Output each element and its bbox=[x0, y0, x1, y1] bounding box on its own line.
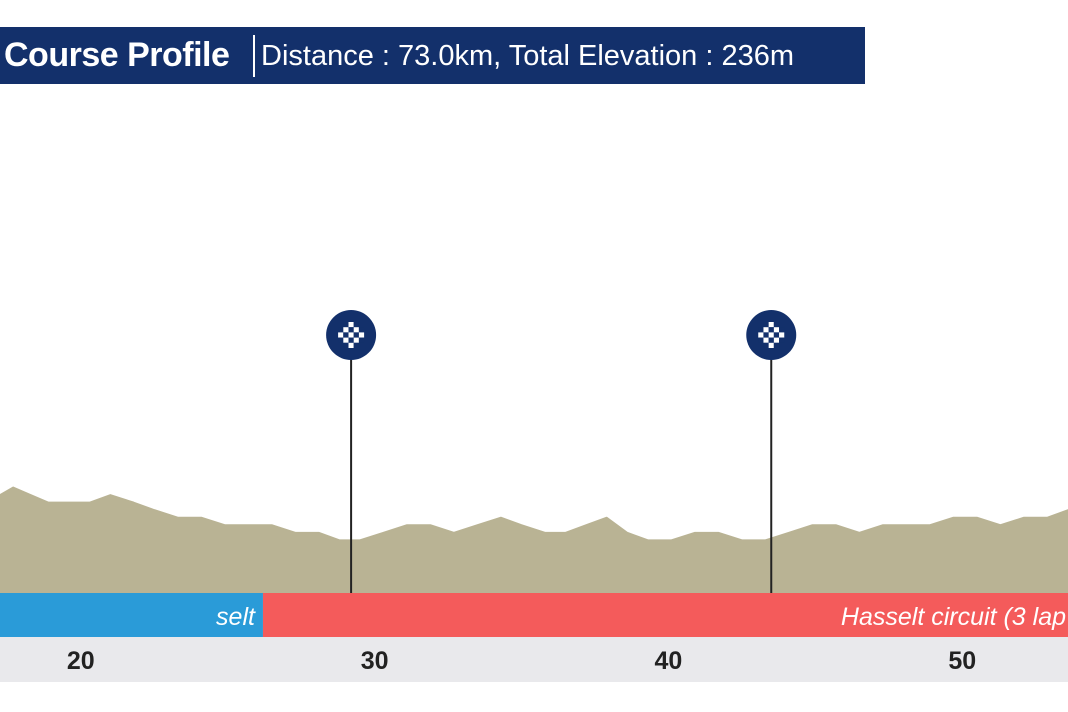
flag-cell bbox=[348, 327, 354, 333]
flag-cell bbox=[343, 327, 349, 333]
flag-cell bbox=[773, 342, 780, 348]
flag-cell bbox=[343, 337, 349, 343]
flag-cell bbox=[353, 342, 359, 348]
flag-cell bbox=[773, 332, 780, 338]
flag-cell bbox=[768, 332, 774, 338]
flag-cell bbox=[768, 342, 774, 348]
course-stats: Distance : 73.0km, Total Elevation : 236… bbox=[261, 40, 795, 72]
flag-cell bbox=[353, 337, 359, 343]
flag-cell bbox=[348, 332, 354, 338]
x-tick-label: 50 bbox=[948, 647, 976, 675]
flag-cell bbox=[343, 322, 349, 328]
flag-cell bbox=[358, 337, 365, 343]
page-title: Course Profile bbox=[4, 36, 230, 74]
flag-cell bbox=[358, 327, 365, 333]
flag-cell bbox=[763, 327, 769, 333]
flag-cell bbox=[779, 332, 785, 338]
title-divider bbox=[253, 35, 255, 77]
elevation-area bbox=[0, 486, 1068, 594]
x-tick-label: 40 bbox=[655, 647, 683, 675]
flag-cell bbox=[758, 332, 764, 338]
flag-cell bbox=[763, 322, 769, 328]
checkered-flag-icon bbox=[338, 322, 365, 348]
flag-cell bbox=[348, 342, 354, 348]
x-tick-label: 30 bbox=[361, 647, 389, 675]
header-bar bbox=[0, 27, 865, 84]
flag-cell bbox=[773, 322, 780, 328]
flag-cell bbox=[338, 337, 344, 343]
flag-cell bbox=[763, 332, 769, 338]
flag-cell bbox=[353, 327, 359, 333]
flag-cell bbox=[353, 332, 359, 338]
flag-cell bbox=[353, 322, 359, 328]
course-segment-label: Hasselt circuit (3 lap bbox=[841, 603, 1066, 631]
flag-cell bbox=[773, 327, 780, 333]
course-segment-bar bbox=[262, 593, 1068, 637]
flag-cell bbox=[343, 342, 349, 348]
flag-cell bbox=[338, 327, 344, 333]
distance-axis-band bbox=[0, 637, 1068, 682]
flag-cell bbox=[348, 322, 354, 328]
flag-cell bbox=[758, 337, 764, 343]
flag-cell bbox=[338, 332, 344, 338]
flag-cell bbox=[763, 342, 769, 348]
flag-cell bbox=[768, 337, 774, 343]
flag-cell bbox=[779, 327, 785, 333]
course-segment-bar bbox=[0, 593, 263, 637]
flag-cell bbox=[768, 327, 774, 333]
flag-cell bbox=[348, 337, 354, 343]
flag-cell bbox=[343, 332, 349, 338]
flag-cell bbox=[758, 327, 764, 333]
checkered-flag-icon bbox=[758, 322, 785, 348]
flag-cell bbox=[358, 332, 365, 338]
flag-cell bbox=[779, 337, 785, 343]
flag-cell bbox=[768, 322, 774, 328]
course-segment-label: selt bbox=[216, 603, 256, 631]
flag-cell bbox=[763, 337, 769, 343]
flag-cell bbox=[773, 337, 780, 343]
x-tick-label: 20 bbox=[67, 647, 95, 675]
